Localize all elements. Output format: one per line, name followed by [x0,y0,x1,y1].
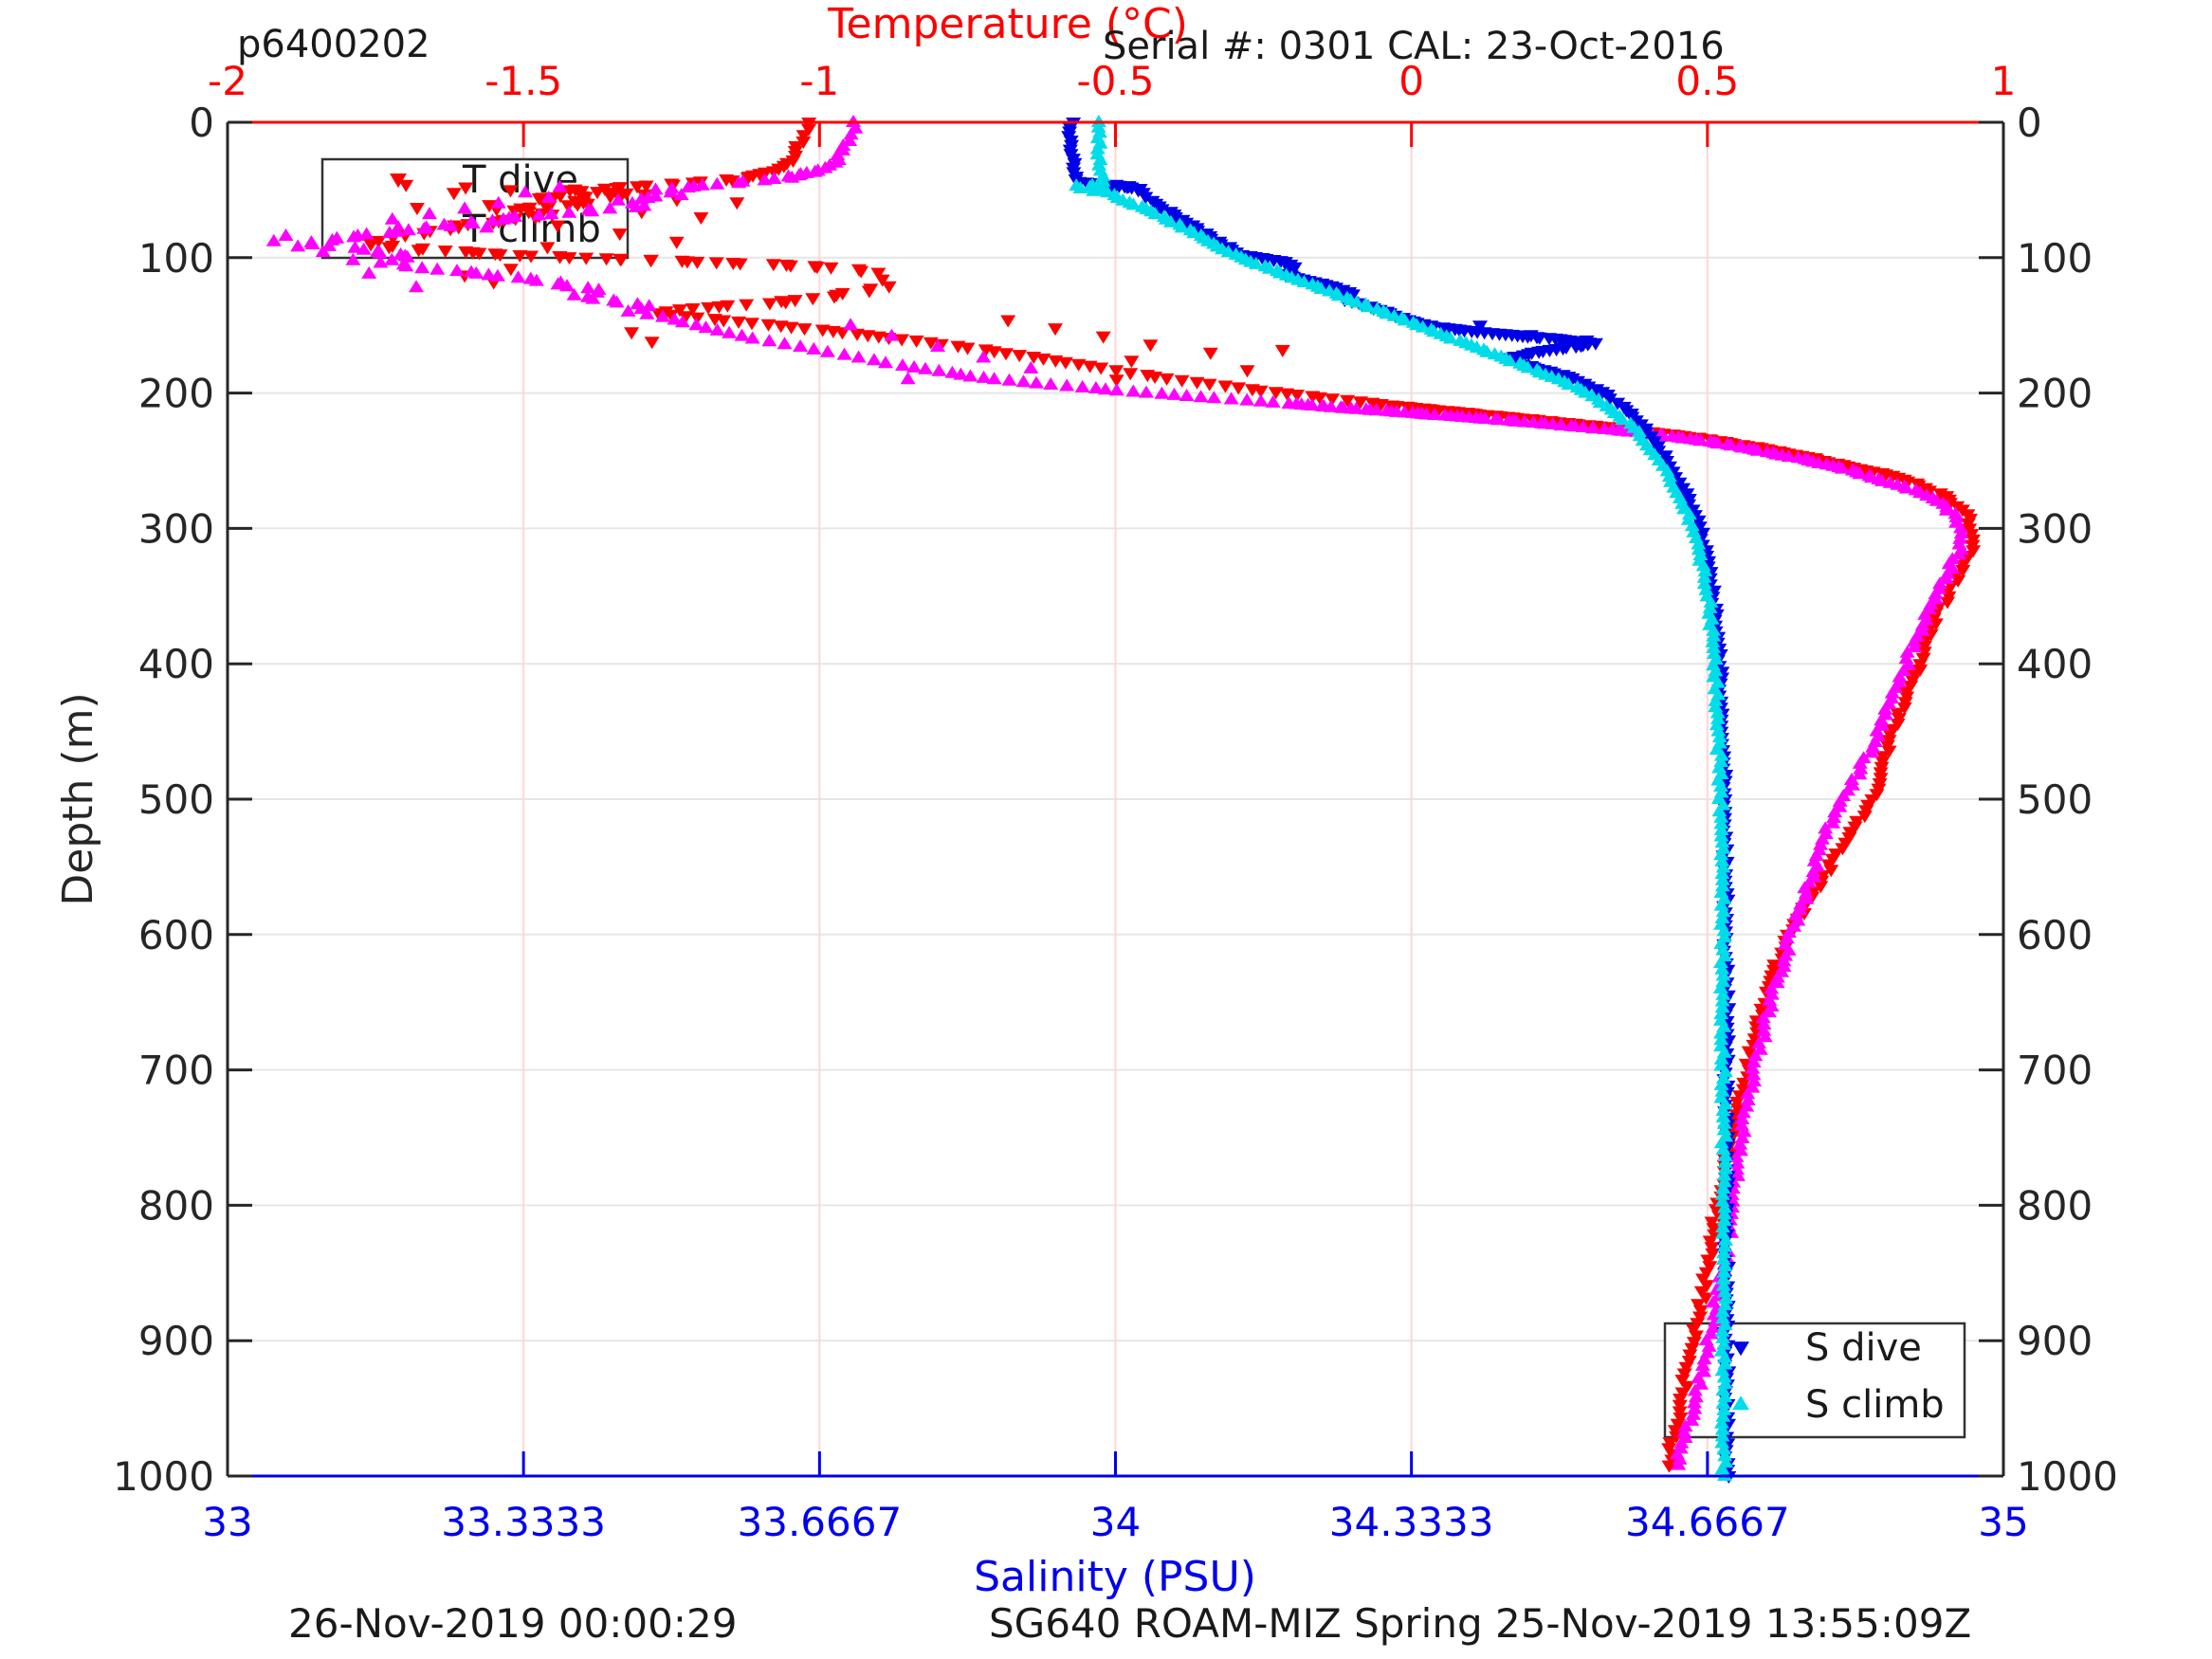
legend-label: S climb [1805,1383,1945,1427]
depth-tick-label-right: 300 [2017,505,2093,552]
depth-tick-label-left: 700 [138,1048,214,1094]
depth-tick-label-left: 1000 [113,1453,214,1500]
temp-tick-label: 1 [1991,58,2017,104]
data-markers [265,115,1982,1484]
depth-tick-label-left: 200 [138,371,214,417]
depth-tick-label-right: 900 [2017,1318,2093,1364]
sal-tick-label: 33 [202,1499,252,1545]
temp-tick-label: -1 [799,58,839,104]
depth-tick-label-left: 800 [138,1182,214,1229]
depth-tick-label-left: 100 [138,235,214,282]
legend-label: S dive [1805,1326,1922,1370]
sal-tick-label: 34.3333 [1329,1499,1494,1545]
t-climb-markers [265,115,1969,1470]
salinity-axis-title: Salinity (PSU) [974,1553,1256,1601]
sal-tick-label: 34 [1090,1499,1141,1545]
profile-id-label: p6400202 [237,23,430,66]
temp-tick-label: -2 [208,58,247,104]
depth-tick-label-left: 500 [138,776,214,823]
down-triangle-icon [390,173,407,189]
footer-mission: SG640 ROAM-MIZ Spring 25-Nov-2019 13:55:… [989,1600,1971,1647]
down-triangle-icon [1732,1341,1749,1357]
depth-tick-label-left: 600 [138,912,214,958]
depth-tick-label-right: 500 [2017,776,2093,823]
depth-tick-label-right: 0 [2017,100,2042,146]
temperature-axis-title: Temperature (°C) [827,0,1188,48]
footer-timestamp: 26-Nov-2019 00:00:29 [288,1600,737,1647]
depth-tick-label-right: 400 [2017,641,2093,687]
sal-tick-label: 33.6667 [738,1499,903,1545]
up-triangle-icon [1732,1395,1749,1411]
temp-tick-label: 0 [1398,58,1424,104]
depth-tick-label-left: 0 [189,100,214,146]
gridlines [228,122,2003,1476]
axes-spines-ticks: -2 -1.5 -1 -0.5 0 0.5 1 33 33.3333 33.6667 34 34.33… [113,58,2118,1545]
depth-tick-label-right: 600 [2017,912,2093,958]
sal-tick-label: 34.6667 [1625,1499,1790,1545]
depth-tick-label-right: 800 [2017,1182,2093,1229]
depth-tick-label-right: 200 [2017,371,2093,417]
temp-tick-label: -0.5 [1077,58,1155,104]
sal-tick-label: 35 [1978,1499,2028,1545]
sal-tick-label: 33.3333 [441,1499,606,1545]
depth-tick-label-right: 100 [2017,235,2093,282]
depth-tick-label-left: 300 [138,505,214,552]
temp-tick-label: 0.5 [1675,58,1739,104]
s-climb-markers [1069,115,1734,1481]
serial-cal-label: Serial #: 0301 CAL: 23-Oct-2016 [1103,25,1725,68]
depth-tick-label-left: 900 [138,1318,214,1364]
temp-tick-label: -1.5 [484,58,562,104]
depth-tick-label-right: 700 [2017,1048,2093,1094]
depth-axis-title: Depth (m) [54,692,102,905]
salinity-legend: S dive S climb [1663,1322,1966,1439]
t-dive-markers [363,118,1982,1473]
depth-tick-label-right: 1000 [2017,1453,2118,1500]
depth-tick-label-left: 400 [138,641,214,687]
